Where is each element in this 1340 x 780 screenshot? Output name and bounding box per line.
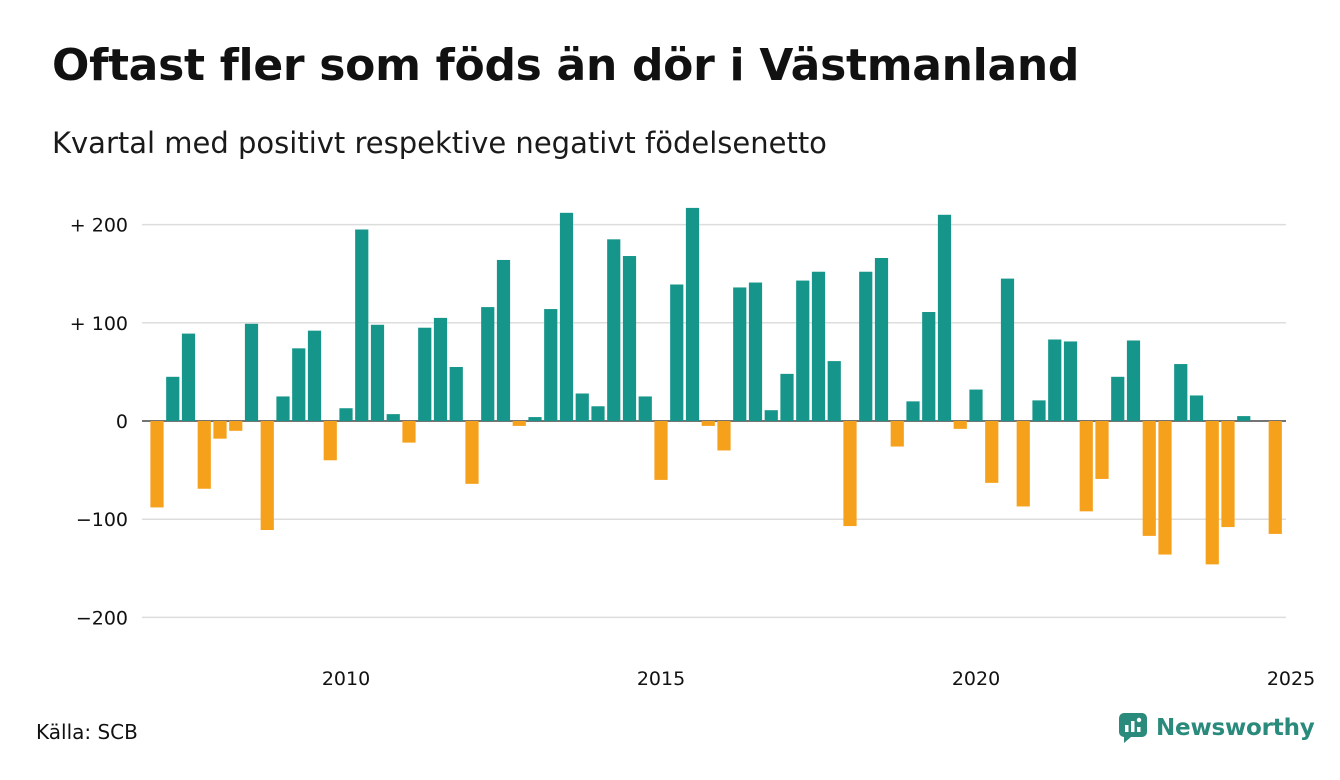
bar [402, 421, 416, 443]
bar [1268, 421, 1282, 534]
bar [638, 396, 652, 421]
y-tick-label: + 100 [70, 313, 128, 335]
bar [654, 421, 668, 480]
bar [780, 373, 794, 421]
bar [748, 282, 763, 421]
bar [150, 421, 164, 508]
bar [386, 414, 400, 421]
bar [670, 284, 684, 421]
x-axis-ticks: 2010 2015 2020 2025 [322, 668, 1315, 690]
bar [733, 287, 747, 421]
bar [1063, 341, 1078, 421]
bar [591, 406, 605, 421]
bar [796, 280, 810, 421]
bar [481, 307, 495, 421]
bar [197, 421, 211, 489]
bar [827, 361, 841, 421]
bar [528, 417, 542, 421]
bar [181, 333, 196, 421]
bar [229, 421, 243, 431]
x-tick-label: 2015 [637, 668, 685, 690]
bar [260, 421, 274, 531]
bar [1237, 416, 1251, 421]
bar [1079, 421, 1093, 512]
bar [985, 421, 999, 483]
bar [213, 421, 227, 439]
bar [937, 214, 952, 421]
bar [607, 239, 621, 421]
bars [150, 207, 1282, 565]
bar [244, 323, 259, 421]
bar [465, 421, 479, 484]
bar [323, 421, 337, 461]
bar [1048, 339, 1062, 421]
bar [1095, 421, 1109, 479]
bar [874, 257, 889, 421]
bar [701, 421, 715, 426]
bar [1158, 421, 1172, 555]
bar [1000, 278, 1015, 421]
bar [512, 421, 526, 426]
x-tick-label: 2010 [322, 668, 370, 690]
chart-title: Oftast fler som föds än dör i Västmanlan… [52, 40, 1080, 91]
bar [859, 271, 873, 421]
bar [1221, 421, 1235, 528]
brand-name: Newsworthy [1156, 715, 1315, 741]
bar [890, 421, 904, 447]
bar [355, 229, 369, 421]
bar [922, 311, 936, 421]
bar [622, 256, 637, 421]
y-tick-label: −100 [76, 509, 128, 531]
bar [811, 271, 826, 421]
bar [544, 309, 558, 421]
bar [575, 393, 589, 421]
bar [1174, 364, 1188, 421]
bar [906, 401, 920, 421]
bar [717, 421, 731, 451]
bar [843, 421, 857, 527]
bar [1189, 395, 1204, 421]
bar [1016, 421, 1030, 507]
bar [969, 389, 983, 421]
bar [496, 259, 511, 421]
bar [292, 348, 306, 421]
bar [685, 207, 700, 421]
bar [1126, 340, 1141, 421]
chart-subtitle: Kvartal med positivt respektive negativt… [52, 126, 827, 160]
brand-logo: Newsworthy [1118, 712, 1315, 744]
bar [276, 396, 290, 421]
bar-chart: + 200 + 100 0 −100 −200 2010 2015 2020 2025 [70, 207, 1315, 690]
bar [1032, 400, 1046, 421]
bar [953, 421, 967, 429]
y-tick-label: 0 [116, 411, 128, 433]
bar [1205, 421, 1219, 565]
x-tick-label: 2020 [952, 668, 1000, 690]
y-tick-label: −200 [76, 607, 128, 629]
bar [370, 324, 385, 421]
x-tick-label: 2025 [1267, 668, 1315, 690]
bar [307, 330, 322, 421]
newsworthy-logo-icon [1119, 713, 1147, 743]
bar [166, 376, 180, 421]
bar [1111, 376, 1125, 421]
bar [559, 212, 574, 421]
bar [433, 317, 448, 421]
bar [339, 408, 353, 421]
source-label: Källa: SCB [36, 720, 138, 744]
y-axis-ticks: + 200 + 100 0 −100 −200 [70, 215, 128, 630]
bar [764, 410, 778, 421]
bar [1142, 421, 1156, 536]
bar [449, 366, 463, 421]
bar [418, 327, 432, 421]
y-tick-label: + 200 [70, 215, 128, 237]
